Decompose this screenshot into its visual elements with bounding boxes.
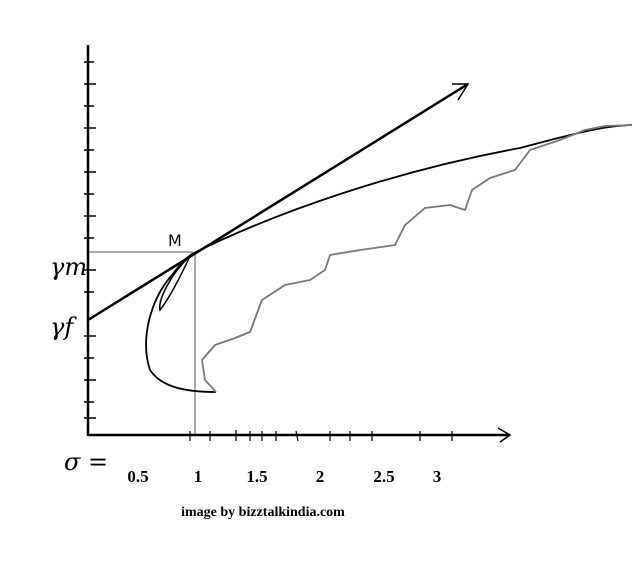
x-axis-ticks xyxy=(189,430,453,442)
capital-market-line xyxy=(87,82,469,322)
caption: image by bizztalkindia.com xyxy=(181,505,345,520)
frontier-inner-stroke xyxy=(159,255,191,312)
point-label: M xyxy=(168,231,182,250)
line-arrow xyxy=(452,83,470,101)
x-tick-label: 0.5 xyxy=(127,467,148,486)
x-axis-arrow xyxy=(497,427,512,443)
y-axis-ticks xyxy=(84,61,96,419)
market-return-label: γm xyxy=(50,253,87,281)
opportunity-curve xyxy=(201,124,633,393)
frontier-curve xyxy=(145,124,633,393)
x-tick-label: 1 xyxy=(194,467,203,486)
sigma-label: σ = xyxy=(64,448,108,476)
x-tick-label: 2 xyxy=(316,467,325,486)
x-tick-label: 3 xyxy=(433,467,442,486)
risk-free-label: γf xyxy=(50,313,77,341)
x-tick-label: 2.5 xyxy=(373,467,394,486)
x-tick-label: 1.5 xyxy=(246,467,267,486)
